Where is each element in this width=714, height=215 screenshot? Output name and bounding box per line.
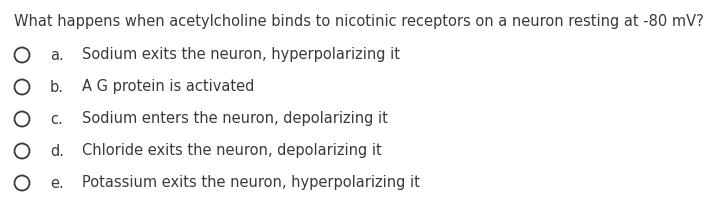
Text: What happens when acetylcholine binds to nicotinic receptors on a neuron resting: What happens when acetylcholine binds to…	[14, 14, 704, 29]
Text: Chloride exits the neuron, depolarizing it: Chloride exits the neuron, depolarizing …	[82, 143, 382, 158]
Text: b.: b.	[50, 80, 64, 95]
Text: Sodium exits the neuron, hyperpolarizing it: Sodium exits the neuron, hyperpolarizing…	[82, 48, 400, 63]
Text: a.: a.	[50, 48, 64, 63]
Text: e.: e.	[50, 175, 64, 190]
Text: A G protein is activated: A G protein is activated	[82, 80, 254, 95]
Text: c.: c.	[50, 112, 63, 126]
Text: d.: d.	[50, 143, 64, 158]
Text: Sodium enters the neuron, depolarizing it: Sodium enters the neuron, depolarizing i…	[82, 112, 388, 126]
Text: Potassium exits the neuron, hyperpolarizing it: Potassium exits the neuron, hyperpolariz…	[82, 175, 420, 190]
